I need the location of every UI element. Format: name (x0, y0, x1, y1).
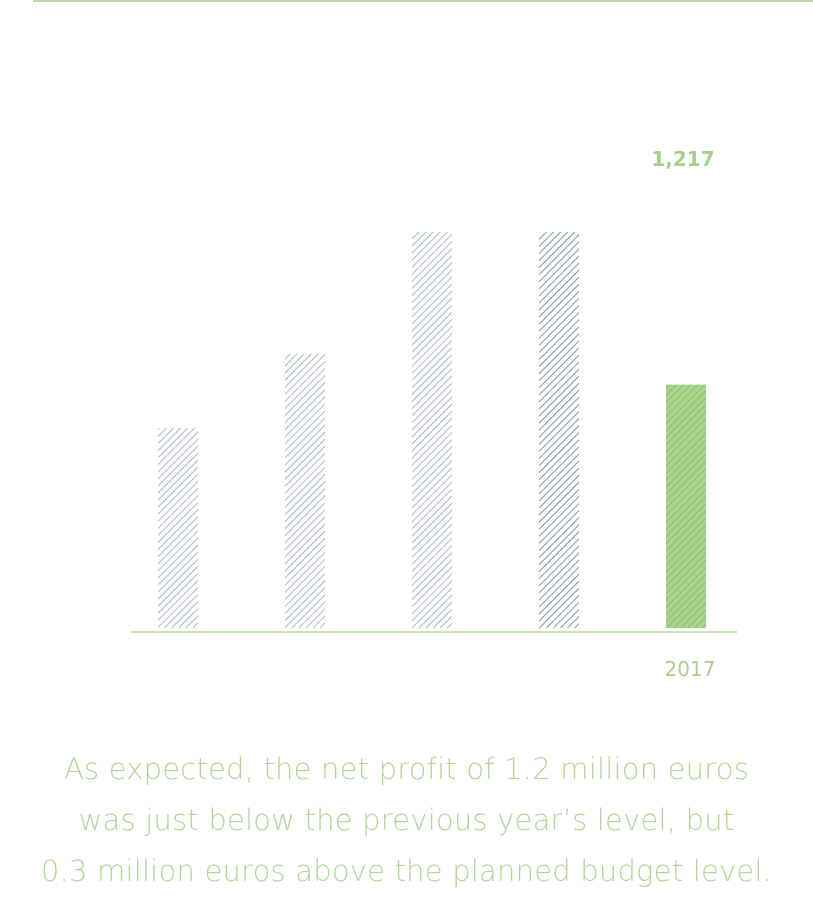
bar-2 (285, 354, 325, 628)
chart-caption: As expected, the net profit of 1.2 milli… (0, 744, 813, 897)
data-label: 1,217 (651, 147, 714, 171)
bar-4 (539, 232, 579, 628)
caption-line-2: was just below the previous year’s level… (78, 803, 735, 837)
bar-5 (666, 384, 706, 628)
caption-line-3: 0.3 million euros above the planned budg… (40, 854, 773, 888)
caption-line-1: As expected, the net profit of 1.2 milli… (63, 752, 750, 786)
bar-1 (158, 428, 198, 628)
bar-chart: 2017 1,217 (131, 147, 737, 681)
top-divider (33, 0, 813, 2)
bar-3 (412, 232, 452, 628)
x-tick-label: 2017 (665, 657, 716, 681)
